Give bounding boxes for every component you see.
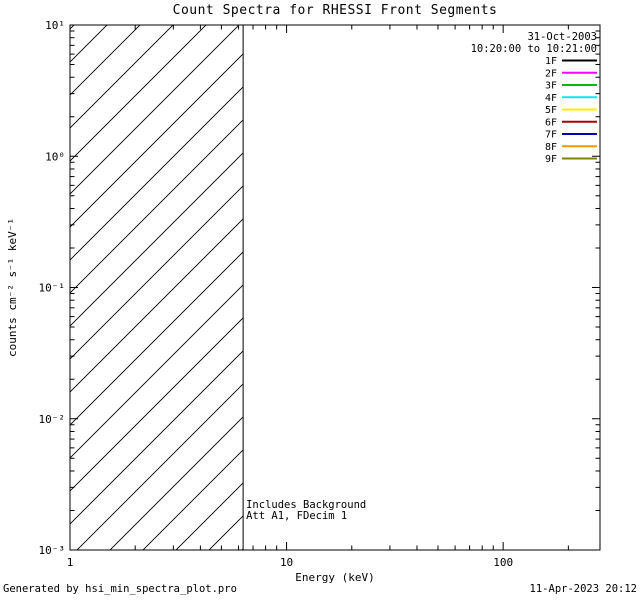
legend-label: 5F xyxy=(545,105,557,116)
x-tick-label: 1 xyxy=(67,556,74,569)
y-tick-label: 10⁰ xyxy=(45,150,65,163)
hatched-background-region xyxy=(70,25,244,550)
y-tick-label: 10⁻³ xyxy=(39,544,66,557)
date-label: 31-Oct-2003 xyxy=(527,31,597,43)
legend-label: 3F xyxy=(545,81,557,92)
generation-timestamp: 11-Apr-2023 20:12 xyxy=(529,583,637,595)
annotation-text: Att A1, FDecim 1 xyxy=(246,510,347,522)
legend-label: 1F xyxy=(545,56,557,67)
y-tick-label: 10⁻¹ xyxy=(39,282,66,295)
annotation-text: Includes Background xyxy=(246,499,366,511)
legend-label: 7F xyxy=(545,130,557,141)
y-tick-label: 10⁻² xyxy=(39,413,66,426)
generator-credit: Generated by hsi_min_spectra_plot.pro xyxy=(3,583,237,595)
legend-label: 4F xyxy=(545,93,557,104)
x-axis-label: Energy (keV) xyxy=(295,571,374,584)
plot-footer: Generated by hsi_min_spectra_plot.pro 11… xyxy=(3,583,637,595)
chart-title: Count Spectra for RHESSI Front Segments xyxy=(172,3,498,18)
legend-label: 2F xyxy=(545,68,557,79)
legend-label: 9F xyxy=(545,154,557,165)
legend-label: 8F xyxy=(545,142,557,153)
x-tick-label: 10 xyxy=(280,556,293,569)
legend-label: 6F xyxy=(545,117,557,128)
y-tick-label: 10¹ xyxy=(45,19,65,32)
time-range-label: 10:20:00 to 10:21:00 xyxy=(471,43,597,55)
x-tick-label: 100 xyxy=(493,556,513,569)
y-axis-label: counts cm⁻² s⁻¹ keV⁻¹ xyxy=(6,218,19,357)
